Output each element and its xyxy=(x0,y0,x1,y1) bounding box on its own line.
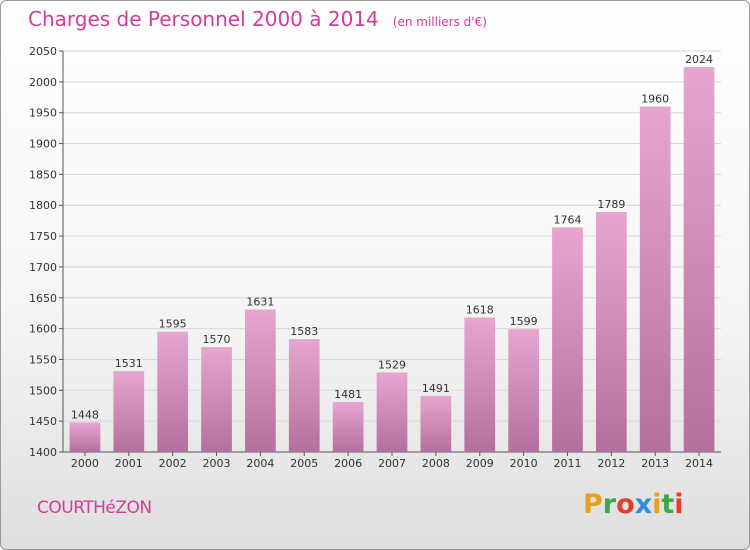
y-tick-label: 1800 xyxy=(29,199,57,212)
bar-value-label: 1631 xyxy=(246,295,274,308)
y-tick-label: 1600 xyxy=(29,323,57,336)
y-tick-label: 1650 xyxy=(29,292,57,305)
bar xyxy=(69,422,101,452)
bar xyxy=(157,331,189,452)
x-tick-label: 2001 xyxy=(115,457,143,470)
y-tick-label: 1450 xyxy=(29,415,57,428)
x-tick-label: 2007 xyxy=(378,457,406,470)
bar-value-label: 1764 xyxy=(553,213,581,226)
bar xyxy=(332,402,364,452)
logo-letter: i xyxy=(674,489,684,520)
y-tick-label: 1750 xyxy=(29,230,57,243)
chart-title-text: Charges de Personnel 2000 à 2014 xyxy=(28,7,379,31)
bar-value-label: 1599 xyxy=(510,315,538,328)
bar-value-label: 2024 xyxy=(685,53,713,66)
bar xyxy=(376,372,408,452)
bar xyxy=(245,309,276,452)
bar-value-label: 1789 xyxy=(597,198,625,211)
bar xyxy=(683,67,715,452)
chart-subtitle: (en milliers d'€) xyxy=(392,15,487,29)
y-tick-label: 1950 xyxy=(29,107,57,120)
bar-value-label: 1529 xyxy=(378,358,406,371)
bar-value-label: 1491 xyxy=(422,382,450,395)
y-tick-label: 1700 xyxy=(29,261,57,274)
y-tick-label: 2000 xyxy=(29,76,57,89)
bar xyxy=(201,347,232,452)
x-tick-label: 2010 xyxy=(510,457,538,470)
bar-value-label: 1531 xyxy=(115,357,143,370)
x-tick-label: 2014 xyxy=(685,457,713,470)
y-tick-label: 1550 xyxy=(29,353,57,366)
x-tick-label: 2012 xyxy=(597,457,625,470)
logo-letter: i xyxy=(652,489,662,520)
y-tick-label: 2050 xyxy=(29,45,57,58)
bar-value-label: 1595 xyxy=(159,318,187,331)
x-tick-label: 2003 xyxy=(203,457,231,470)
chart-title: Charges de Personnel 2000 à 2014 (en mill… xyxy=(28,7,487,31)
x-tick-label: 2004 xyxy=(246,457,274,470)
bar-value-label: 1618 xyxy=(466,304,494,317)
logo-letter: x xyxy=(634,489,653,520)
bar xyxy=(113,371,145,452)
y-tick-label: 1850 xyxy=(29,168,57,181)
commune-name: COURTHéZON xyxy=(37,498,152,518)
bar-value-label: 1570 xyxy=(203,333,231,346)
logo-letter: r xyxy=(602,489,617,520)
bar-value-label: 1583 xyxy=(290,325,318,338)
bar-value-label: 1481 xyxy=(334,388,362,401)
x-tick-label: 2009 xyxy=(466,457,494,470)
x-tick-label: 2011 xyxy=(553,457,581,470)
logo-letter: P xyxy=(583,489,603,520)
x-tick-label: 2000 xyxy=(71,457,99,470)
x-tick-label: 2006 xyxy=(334,457,362,470)
y-tick-label: 1900 xyxy=(29,138,57,151)
bar xyxy=(288,339,320,452)
x-tick-label: 2008 xyxy=(422,457,450,470)
logo-letter: o xyxy=(616,489,635,520)
bar-value-label: 1960 xyxy=(641,93,669,106)
bar xyxy=(595,212,627,452)
bar-value-label: 1448 xyxy=(71,408,99,421)
x-tick-label: 2002 xyxy=(159,457,187,470)
bar xyxy=(420,395,452,452)
y-tick-label: 1400 xyxy=(29,446,57,459)
proxiti-logo: Proxiti xyxy=(583,489,684,520)
bar xyxy=(552,227,583,452)
y-tick-label: 1500 xyxy=(29,384,57,397)
bar xyxy=(508,329,539,452)
bar xyxy=(464,317,496,452)
logo-letter: t xyxy=(661,489,675,520)
bar xyxy=(639,106,671,453)
x-tick-label: 2013 xyxy=(641,457,669,470)
x-tick-label: 2005 xyxy=(290,457,318,470)
